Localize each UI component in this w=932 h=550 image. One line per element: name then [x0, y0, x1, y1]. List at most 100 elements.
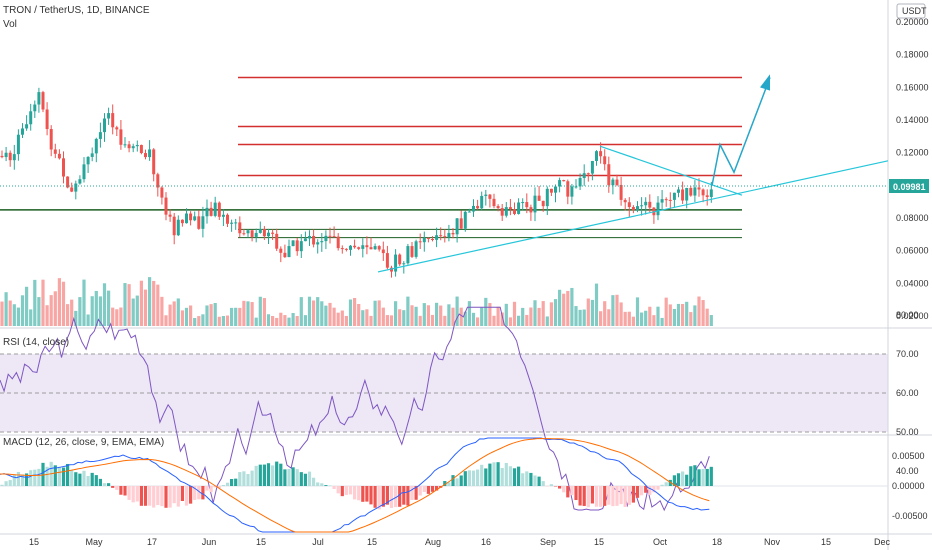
macd-bar-48 — [197, 486, 201, 500]
macd-bar-39 — [160, 486, 164, 507]
currency-box[interactable] — [896, 3, 926, 19]
volume-bar-89 — [365, 309, 369, 326]
candle-body-152 — [623, 199, 627, 203]
volume-bar-58 — [238, 307, 242, 326]
volume-bar-144 — [590, 299, 594, 326]
volume-bar-126 — [517, 315, 521, 326]
candle-body-65 — [267, 232, 270, 237]
candle-body-27 — [111, 113, 115, 128]
candle-body-85 — [349, 245, 352, 250]
macd-bar-13 — [53, 465, 57, 486]
macd-bar-86 — [353, 486, 357, 500]
candle-body-87 — [357, 247, 361, 249]
volume-bar-148 — [607, 309, 611, 326]
volume-bar-42 — [172, 301, 176, 326]
volume-bar-80 — [328, 302, 332, 326]
time-tick-11: Oct — [653, 537, 668, 547]
macd-bar-117 — [480, 464, 484, 486]
macd-bar-123 — [504, 462, 508, 486]
macd-bar-15 — [61, 467, 66, 486]
candle-body-7 — [29, 111, 33, 125]
volume-bar-88 — [361, 310, 365, 326]
macd-bar-31 — [127, 486, 131, 500]
candlesticks — [0, 87, 713, 278]
macd-bar-45 — [184, 486, 189, 506]
candle-body-45 — [185, 213, 188, 224]
volume-bar-34 — [139, 280, 143, 326]
volume-bar-157 — [644, 310, 648, 326]
macd-bar-127 — [521, 473, 525, 486]
volume-bar-46 — [189, 305, 193, 326]
volume-bar-171 — [701, 300, 705, 326]
time-tick-3: Jun — [202, 537, 217, 547]
candle-body-165 — [677, 189, 680, 193]
candle-body-57 — [234, 222, 238, 224]
candle-body-4 — [16, 134, 20, 155]
volume-bar-29 — [119, 307, 123, 326]
macd-bar-166 — [681, 471, 685, 486]
macd-bar-150 — [615, 486, 619, 506]
candle-body-88 — [361, 245, 365, 249]
candle-body-168 — [689, 187, 693, 196]
macd-bar-56 — [230, 478, 234, 486]
candle-body-11 — [45, 109, 49, 130]
candle-body-94 — [385, 253, 389, 268]
macd-bar-35 — [143, 486, 148, 506]
macd-bar-111 — [455, 478, 459, 486]
macd-bar-94 — [385, 486, 389, 505]
volume-bar-115 — [471, 312, 476, 326]
volume-bar-20 — [82, 279, 86, 326]
macd-bar-71 — [291, 467, 295, 486]
macd-bar-42 — [172, 486, 176, 504]
macd-bar-137 — [562, 486, 566, 493]
macd-bar-44 — [180, 486, 184, 502]
candle-body-2 — [8, 152, 12, 161]
volume-bar-140 — [574, 306, 578, 326]
volume-bar-27 — [111, 307, 115, 326]
volume-bar-136 — [558, 289, 562, 326]
macd-bar-157 — [644, 486, 648, 493]
macd-bar-34 — [139, 486, 143, 506]
volume-bar-40 — [164, 315, 168, 326]
macd-bar-95 — [389, 486, 394, 508]
volume-bar-116 — [476, 317, 480, 326]
candle-body-51 — [209, 207, 213, 216]
macd-bar-118 — [484, 468, 488, 486]
volume-bar-137 — [562, 293, 566, 326]
macd-bar-33 — [135, 486, 139, 502]
macd-bar-160 — [656, 486, 660, 490]
macd-bar-3 — [12, 474, 16, 486]
last-price-value: 0.09981 — [893, 182, 926, 192]
candle-body-76 — [312, 235, 316, 245]
macd-histogram-and-lines — [0, 437, 713, 533]
macd-bar-43 — [176, 486, 180, 507]
candle-body-54 — [221, 214, 225, 217]
currency-label[interactable]: USDT — [902, 6, 927, 16]
volume-bar-147 — [603, 301, 607, 326]
candle-body-122 — [500, 208, 504, 216]
candle-body-105 — [431, 238, 434, 240]
macd-bar-99 — [406, 486, 410, 506]
volume-bar-65 — [266, 314, 271, 326]
volume-bar-104 — [426, 305, 430, 326]
macd-bar-20 — [82, 470, 86, 486]
macd-bar-139 — [570, 486, 574, 496]
candle-body-22 — [90, 153, 94, 157]
candle-body-62 — [254, 232, 258, 237]
rsi-axis: 80.00 70.00 60.00 50.00 40.00 — [896, 310, 919, 476]
macd-bar-58 — [238, 472, 242, 486]
macd-bar-9 — [37, 468, 41, 486]
candle-body-78 — [320, 241, 324, 243]
volume-bar-112 — [459, 307, 463, 326]
volume-bar-73 — [299, 297, 303, 326]
macd-bar-87 — [357, 486, 361, 501]
candle-body-155 — [636, 206, 639, 211]
candle-body-43 — [176, 219, 180, 236]
volume-bar-62 — [254, 317, 258, 326]
candle-body-72 — [295, 240, 299, 252]
candle-body-42 — [172, 216, 176, 236]
macd-bar-165 — [676, 473, 681, 486]
candle-body-149 — [611, 179, 615, 186]
rsi-tick-1: 70.00 — [896, 349, 919, 359]
